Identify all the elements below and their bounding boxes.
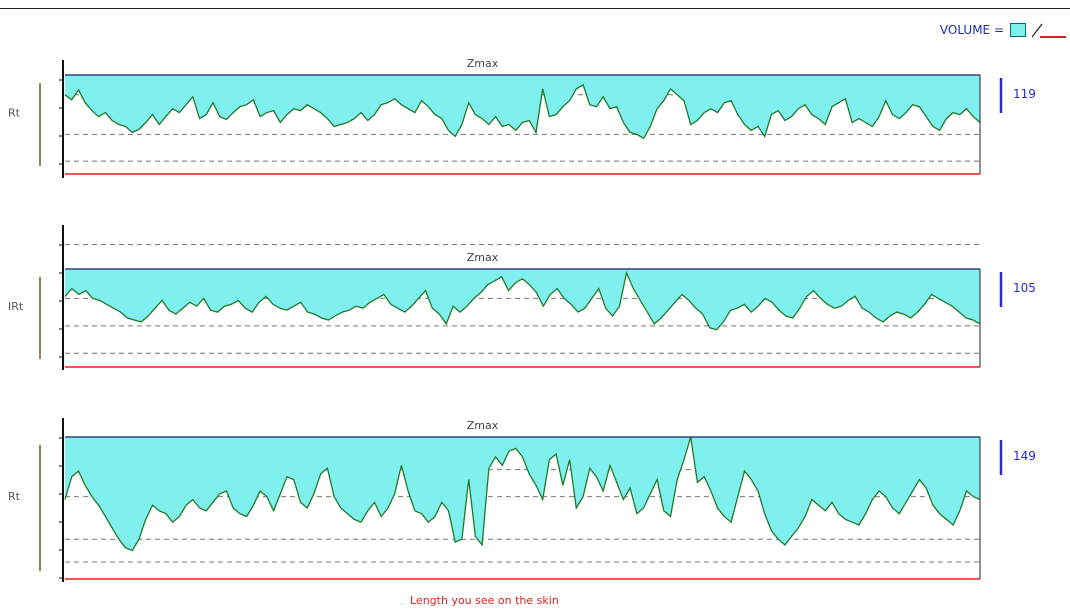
volume-area	[65, 269, 980, 330]
zmax-label: Zmax	[467, 251, 499, 264]
volume-area	[65, 75, 980, 139]
volume-area	[65, 437, 980, 551]
top-rule	[0, 8, 1070, 9]
legend-line-icon	[1032, 22, 1066, 38]
footer-caption: Length you see on the skin	[410, 594, 559, 607]
rt-value-label: 105	[1013, 281, 1036, 295]
rt-value-label: 119	[1013, 87, 1036, 101]
rt-value-label: 149	[1013, 449, 1036, 463]
rt-label: Rt	[8, 490, 21, 503]
zmax-label: Zmax	[467, 419, 499, 432]
legend-label: VOLUME =	[939, 23, 1004, 37]
zmax-label: Zmax	[467, 57, 499, 70]
profile-line	[64, 83, 981, 140]
profile-line	[64, 436, 981, 552]
legend-fill-swatch	[1010, 23, 1026, 37]
profile-line	[64, 270, 981, 331]
rt-label: Rt	[8, 107, 21, 120]
rt-label: IRt	[8, 300, 24, 313]
volume-legend: VOLUME =	[940, 22, 1066, 38]
